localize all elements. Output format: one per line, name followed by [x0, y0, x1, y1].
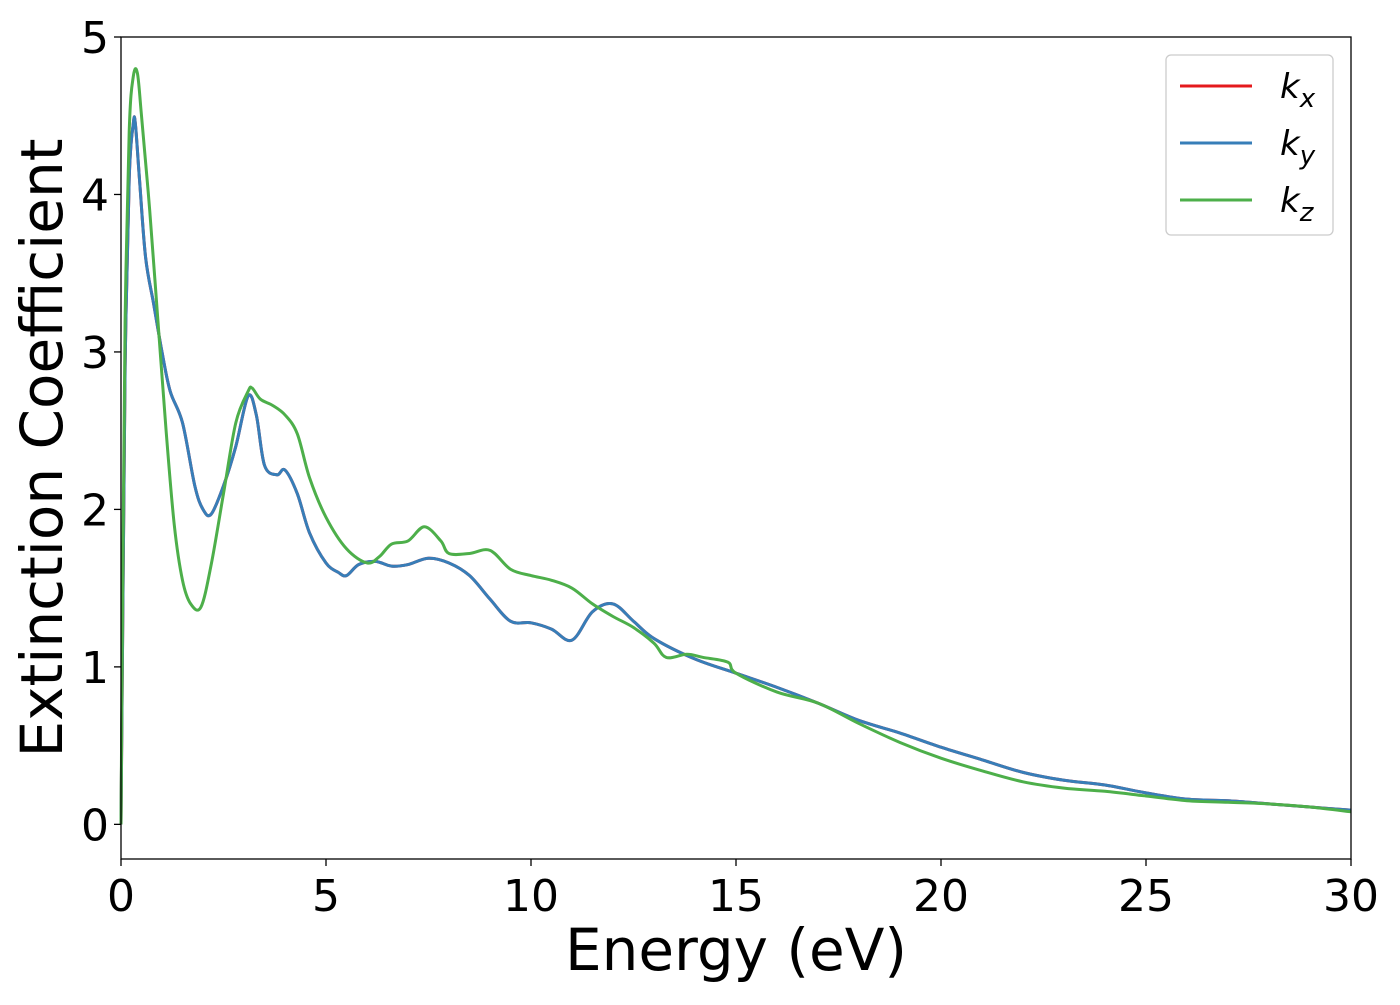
legend-label-subscript: z: [1299, 198, 1315, 228]
y-axis-label: Extinction Coefficient: [8, 139, 76, 758]
legend-label-subscript: y: [1299, 141, 1316, 171]
legend-label-main: k: [1280, 124, 1301, 164]
legend-label: kx: [1280, 67, 1316, 114]
legend-label-main: k: [1280, 67, 1301, 107]
y-tick-label: 1: [81, 643, 109, 694]
y-tick-label: 3: [81, 328, 109, 379]
legend-box: [1165, 54, 1334, 236]
x-tick-label: 30: [1323, 871, 1379, 922]
y-axis: 0 1 2 3 4 5: [81, 13, 121, 851]
x-tick-label: 0: [107, 871, 135, 922]
x-tick-label: 10: [503, 871, 559, 922]
legend-label-subscript: x: [1299, 84, 1316, 114]
legend-label-main: k: [1280, 181, 1301, 221]
y-tick-label: 4: [81, 170, 109, 221]
series-layer: [119, 67, 1352, 825]
legend-label: kz: [1280, 181, 1315, 228]
y-tick-label: 5: [81, 13, 109, 64]
series-line-kz: [119, 67, 1352, 825]
legend-label: ky: [1280, 124, 1316, 171]
series-line-ky: [119, 115, 1352, 825]
x-tick-label: 5: [312, 871, 340, 922]
x-tick-label: 20: [913, 871, 969, 922]
x-axis: 0 5 10 15 20 25 30: [107, 859, 1379, 922]
y-tick-label: 2: [81, 485, 109, 536]
y-tick-label: 0: [81, 800, 109, 851]
x-axis-label: Energy (eV): [565, 916, 907, 984]
x-tick-label: 25: [1118, 871, 1174, 922]
x-tick-label: 15: [708, 871, 764, 922]
